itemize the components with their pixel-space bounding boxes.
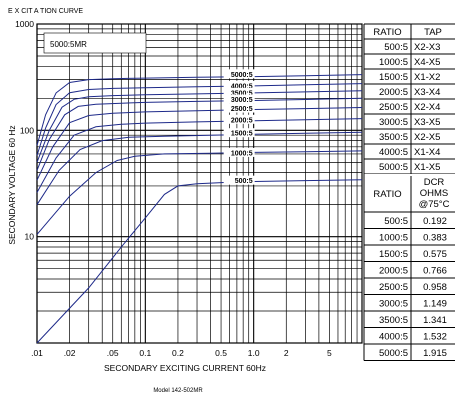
curve-label: 2000:5 <box>231 117 253 124</box>
dcr-table-bg <box>364 174 455 361</box>
x-tick-label: 1.0 <box>248 348 260 358</box>
plot-frame <box>36 23 363 344</box>
curve-label: 4000:5 <box>231 83 253 90</box>
curve-label: 5000:5 <box>231 72 253 79</box>
dcr-table-header-dcr: @75°C <box>419 199 450 210</box>
dcr-table-ohms: 0.383 <box>423 233 447 244</box>
dcr-table-ohms: 1.341 <box>423 315 447 326</box>
tap-table-ratio: 500:5 <box>384 42 408 53</box>
curve-label-bg <box>223 175 255 185</box>
curve-label: 2500:5 <box>231 106 253 113</box>
tap-table-tap: X2-X4 <box>414 102 440 113</box>
dcr-table-ratio: 5000:5 <box>379 348 408 359</box>
curve-4000-5 <box>36 83 363 156</box>
curve-label-bg <box>223 80 255 90</box>
curves <box>36 74 363 344</box>
tap-table-tap: X4-X5 <box>414 57 440 68</box>
tap-table-ratio: 5000:5 <box>379 162 408 173</box>
tap-table-ratio: 3000:5 <box>379 117 408 128</box>
x-tick-label: 2 <box>284 348 289 358</box>
axes: .01 .02 .05 0.1 0.2 0.5 1.0 2 5 1000 100 10 <box>15 19 332 358</box>
dcr-table-ohms: 1.149 <box>423 299 447 310</box>
chart-title: E X CIT A TION CURVE <box>8 8 83 15</box>
tap-table-ratio: 4000:5 <box>379 147 408 158</box>
dcr-table-ohms: 0.192 <box>423 216 447 227</box>
tap-table-ratio: 2500:5 <box>379 102 408 113</box>
dcr-table-ratio: 2000:5 <box>379 266 408 277</box>
curve-label: 1000:5 <box>231 150 253 157</box>
dcr-table-ratio: 1000:5 <box>379 233 408 244</box>
curve-3000-5 <box>36 97 363 171</box>
dcr-table-ohms: 0.766 <box>423 266 447 277</box>
dcr-table-ratio: 1500:5 <box>379 249 408 260</box>
tables: RATIO TAP 500:5 X2-X3 1000:5 X4-X5 1500:5 X1-X2… <box>363 23 455 361</box>
curve-500-5 <box>36 179 363 344</box>
model-footer: Model 142-502MR <box>153 388 203 394</box>
curve-1500-5 <box>36 131 363 205</box>
curve-label-bg <box>223 103 255 113</box>
tap-table-tap: X2-X3 <box>414 42 440 53</box>
dcr-table-ohms: 1.915 <box>423 348 447 359</box>
tap-table-ratio: 1000:5 <box>379 57 408 68</box>
tap-table-ratio: 2000:5 <box>379 87 408 98</box>
curve-label-bg <box>223 128 255 138</box>
tap-table-header-ratio: RATIO <box>373 27 401 38</box>
x-tick-label: 5 <box>327 348 332 358</box>
dcr-table-ratio: 4000:5 <box>379 332 408 343</box>
curve-label: 3000:5 <box>231 97 253 104</box>
dcr-table-header-dcr: OHMS <box>420 188 449 199</box>
tap-table-tap: X2-X5 <box>414 132 440 143</box>
y-tick-label: 100 <box>20 125 34 135</box>
dcr-table-ohms: 1.532 <box>423 332 447 343</box>
tap-table-tap: X1-X2 <box>414 72 440 83</box>
tap-table-tap: X3-X5 <box>414 117 440 128</box>
curve-label-bg <box>223 69 255 79</box>
curve-2500-5 <box>36 107 363 181</box>
y-tick-label: 1000 <box>15 19 34 29</box>
curve-1000-5 <box>36 150 363 235</box>
dcr-table-header-ratio: RATIO <box>373 189 401 200</box>
x-tick-label: .05 <box>107 348 119 358</box>
ratio-box <box>43 32 147 54</box>
curve-label-bg <box>223 114 255 124</box>
curve-label: 3500:5 <box>231 90 253 97</box>
dcr-table-ohms: 0.575 <box>423 249 447 260</box>
y-axis-label: SECONDARY VOLTAGE 60 Hz <box>7 125 17 244</box>
x-tick-label: .01 <box>31 348 43 358</box>
dcr-table-ratio: 3500:5 <box>379 315 408 326</box>
dcr-table-ratio: 3000:5 <box>379 299 408 310</box>
curve-label: 500:5 <box>235 178 253 185</box>
curve-label-bg <box>223 147 255 157</box>
y-tick-label: 10 <box>25 232 35 242</box>
x-tick-label: 0.1 <box>139 348 151 358</box>
dcr-table-header-dcr: DCR <box>424 177 445 188</box>
curve-label-bg <box>223 94 255 104</box>
curve-label: 1500:5 <box>231 131 253 138</box>
x-tick-label: .02 <box>64 348 76 358</box>
tap-table-ratio: 3500:5 <box>379 132 408 143</box>
ratio-box-label: 5000:5MR <box>50 40 87 49</box>
x-tick-label: 0.2 <box>172 348 184 358</box>
curve-5000-5 <box>36 74 363 146</box>
tap-table-header-tap: TAP <box>424 27 442 38</box>
tap-table-ratio: 1500:5 <box>379 72 408 83</box>
curve-2000-5 <box>36 118 363 193</box>
dcr-table-ratio: 500:5 <box>384 216 408 227</box>
tap-table-tap: X3-X4 <box>414 87 440 98</box>
dcr-table-ratio: 2500:5 <box>379 282 408 293</box>
tap-table-tap: X1-X4 <box>414 147 440 158</box>
tap-table-tap: X1-X5 <box>414 162 440 173</box>
x-tick-label: 0.5 <box>215 348 227 358</box>
dcr-table-ohms: 0.958 <box>423 282 447 293</box>
curve-3500-5 <box>36 90 363 163</box>
curve-label-bg <box>223 87 255 97</box>
x-axis-label: SECONDARY EXCITING CURRENT 60Hz <box>104 363 266 373</box>
